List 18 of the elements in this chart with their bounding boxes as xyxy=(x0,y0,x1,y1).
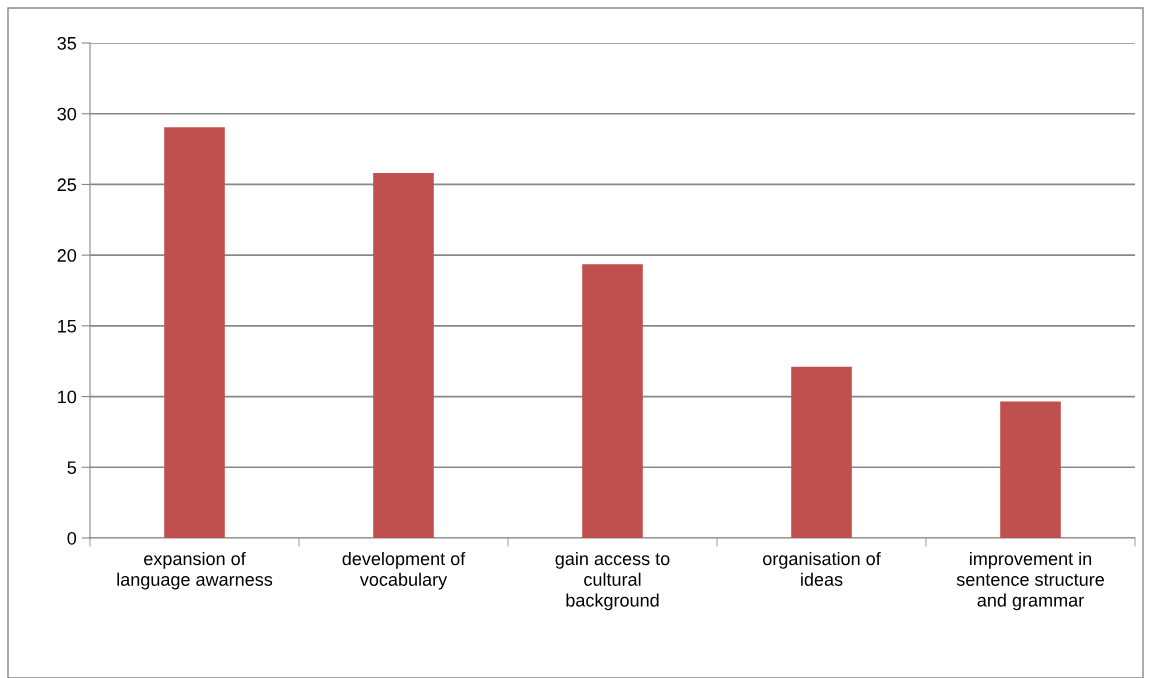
x-tick-label: gain access to cultural background xyxy=(555,551,670,611)
y-tick-label: 0 xyxy=(67,531,77,545)
bar xyxy=(164,127,225,538)
y-tick-label: 35 xyxy=(57,36,77,50)
y-tick-label: 15 xyxy=(58,319,77,333)
y-tick-label: 10 xyxy=(58,390,77,404)
bar xyxy=(582,264,643,538)
x-tick-label: development of vocabulary xyxy=(342,551,466,590)
bar xyxy=(373,173,434,538)
y-tick-label: 20 xyxy=(57,249,77,262)
y-tick-label: 5 xyxy=(67,461,77,475)
bar xyxy=(791,366,852,538)
y-tick-label: 25 xyxy=(57,178,77,192)
x-tick-label: organisation of ideas xyxy=(763,551,881,586)
x-tick-label: improvement in sentence structure and grammar xyxy=(956,551,1104,611)
bar xyxy=(1000,401,1061,538)
y-tick-label: 30 xyxy=(57,107,77,121)
x-tick-label: expansion of language awarness xyxy=(117,551,273,590)
